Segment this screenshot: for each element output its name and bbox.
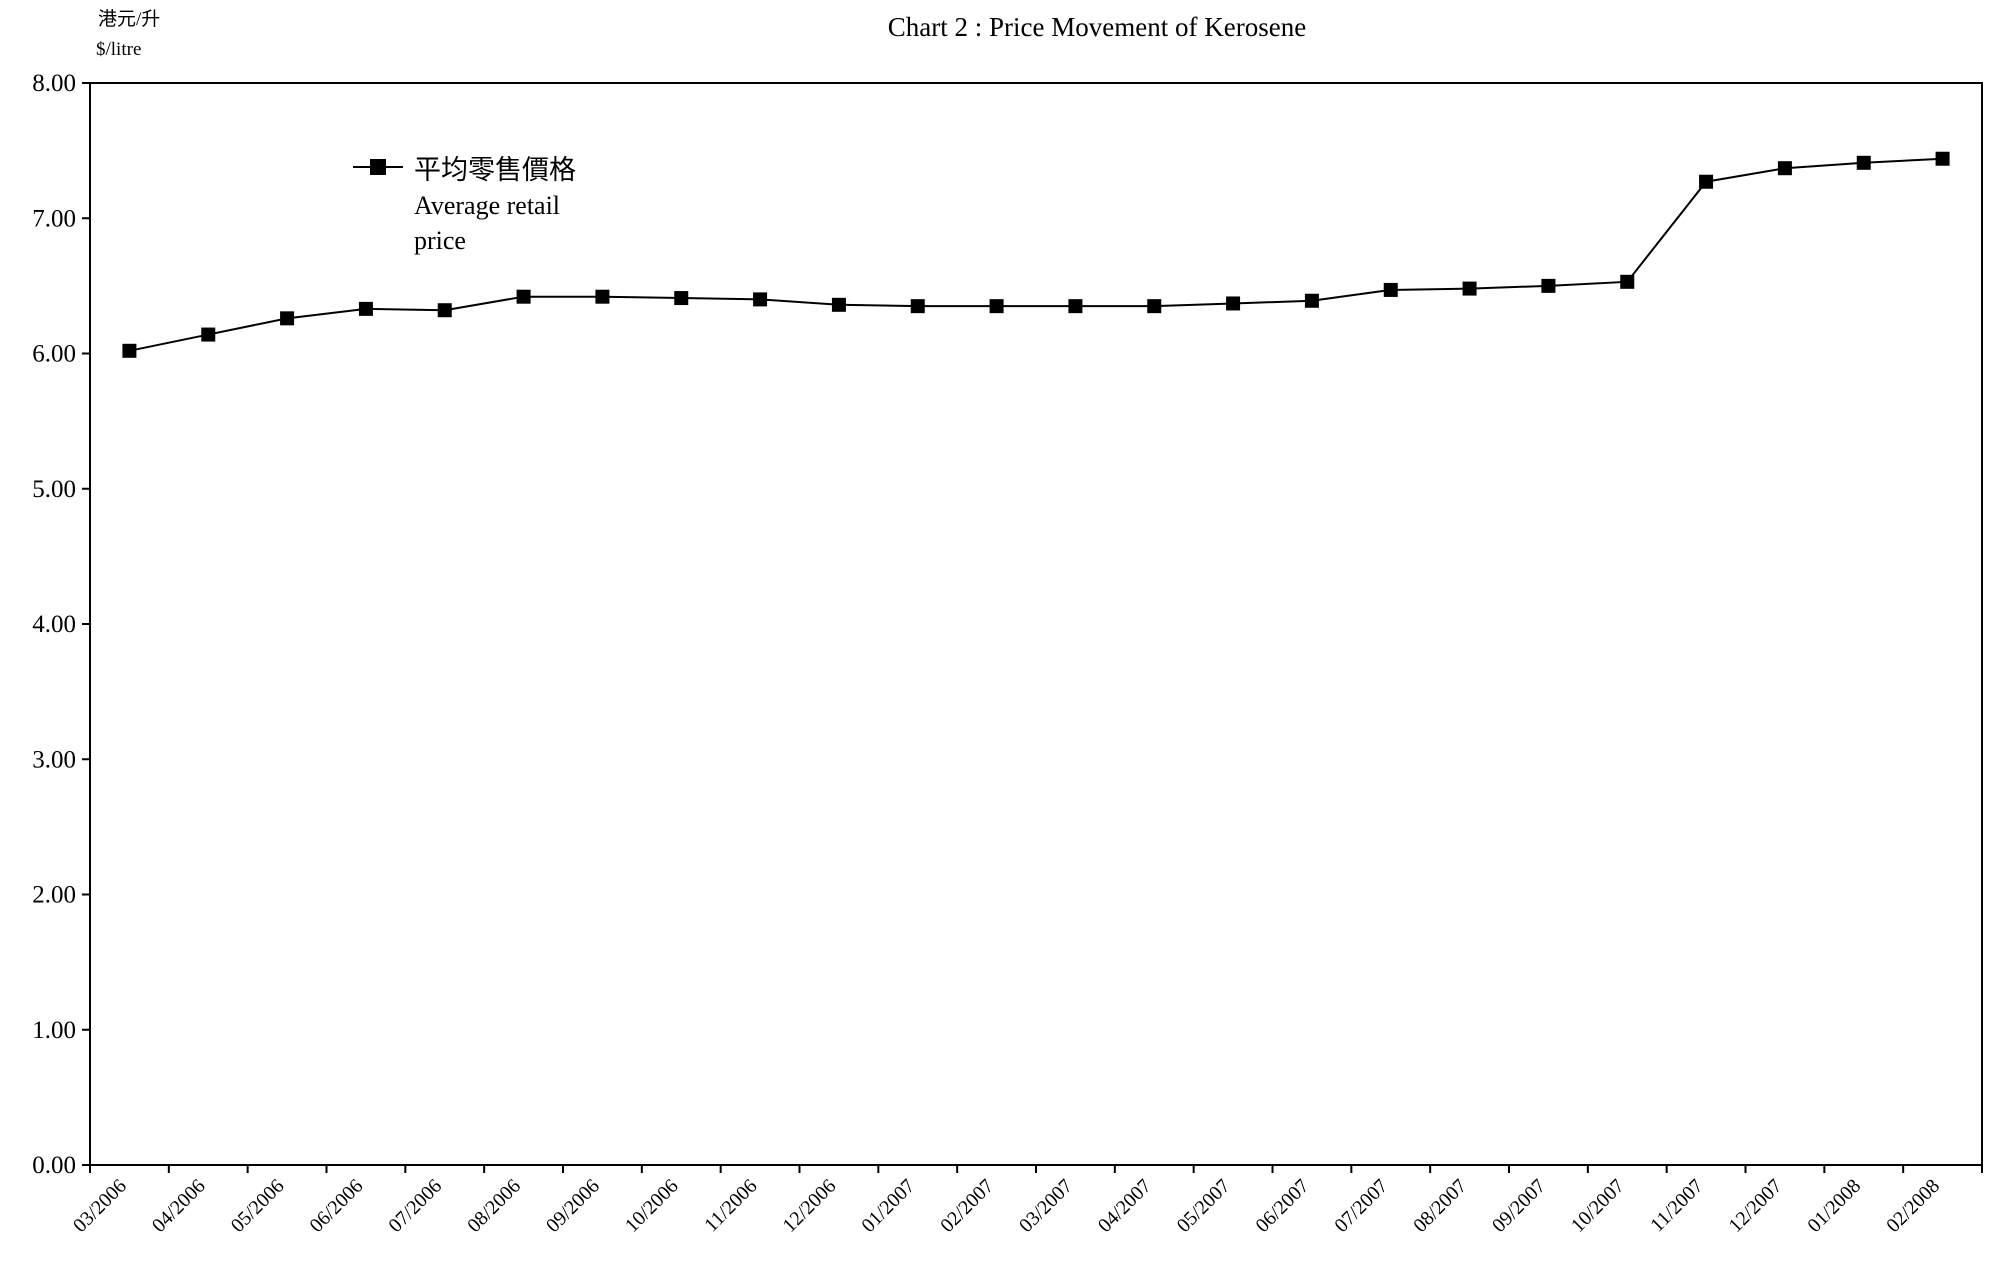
data-point — [122, 343, 137, 358]
x-tick-label: 05/2006 — [227, 1175, 289, 1237]
data-point — [1304, 293, 1319, 308]
legend: 平均零售價格 Average retail price — [353, 155, 576, 255]
x-axis: 03/2006 04/2006 05/2006 06/2006 07/2006 08/20… — [69, 1165, 1983, 1237]
y-axis: 0.00 1.00 2.00 3.00 4.00 5.00 6.00 7.00 8.00 — [32, 70, 90, 1179]
data-point — [989, 299, 1004, 314]
x-tick-label: 11/2006 — [700, 1175, 761, 1236]
y-tick-label: 5.00 — [32, 476, 76, 503]
x-tick-label: 06/2006 — [306, 1175, 368, 1237]
data-point — [280, 311, 295, 326]
x-tick-label: 02/2007 — [936, 1175, 998, 1237]
y-tick-label: 0.00 — [32, 1152, 76, 1179]
x-tick-label: 10/2006 — [621, 1175, 683, 1237]
data-point — [437, 303, 452, 318]
data-point — [1935, 151, 1950, 166]
x-tick-label: 10/2007 — [1567, 1175, 1629, 1237]
x-tick-label: 07/2007 — [1330, 1175, 1392, 1237]
x-tick-label: 11/2007 — [1646, 1175, 1707, 1236]
series-line — [129, 157, 1943, 352]
x-tick-label: 02/2008 — [1882, 1175, 1944, 1237]
x-tick-label: 12/2007 — [1725, 1175, 1787, 1237]
x-tick-label: 05/2007 — [1173, 1175, 1235, 1237]
data-point — [595, 289, 610, 304]
data-point — [1856, 155, 1871, 170]
data-point — [1462, 281, 1477, 296]
data-point — [910, 299, 925, 314]
y-tick-label: 2.00 — [32, 882, 76, 909]
legend-label-en-line1: Average retail — [414, 191, 560, 220]
x-tick-label: 12/2006 — [779, 1175, 841, 1237]
data-point — [1620, 274, 1635, 289]
y-tick-label: 4.00 — [32, 611, 76, 638]
data-point — [674, 291, 689, 306]
y-tick-label: 7.00 — [32, 205, 76, 232]
x-tick-label: 07/2006 — [384, 1175, 446, 1237]
data-point — [358, 301, 373, 316]
y-tick-label: 1.00 — [32, 1017, 76, 1044]
x-tick-label: 01/2008 — [1803, 1175, 1865, 1237]
x-tick-label: 03/2006 — [69, 1175, 131, 1237]
x-tick-label: 08/2006 — [463, 1175, 525, 1237]
x-tick-label: 03/2007 — [1015, 1175, 1077, 1237]
y-tick-label: 3.00 — [32, 746, 76, 773]
x-tick-label: 08/2007 — [1409, 1175, 1471, 1237]
data-point — [1226, 296, 1241, 311]
chart-title: Chart 2 : Price Movement of Kerosene — [888, 12, 1306, 42]
data-point — [1699, 174, 1714, 189]
unit-label-en: $/litre — [96, 39, 141, 60]
x-tick-label: 01/2007 — [857, 1175, 919, 1237]
x-tick-label: 06/2007 — [1252, 1175, 1314, 1237]
unit-label-zh: 港元/升 — [98, 8, 160, 30]
x-tick-label: 09/2007 — [1488, 1175, 1550, 1237]
x-tick-label: 09/2006 — [542, 1175, 604, 1237]
data-point — [1777, 161, 1792, 176]
x-tick-label: 04/2006 — [148, 1175, 210, 1237]
y-tick-label: 8.00 — [32, 70, 76, 97]
plot-area-frame — [89, 82, 1983, 1166]
legend-marker-symbol — [370, 159, 386, 175]
y-tick-label: 6.00 — [32, 341, 76, 368]
series-layer — [122, 151, 1950, 358]
data-point — [1383, 282, 1398, 297]
legend-label-en-line2: price — [414, 226, 466, 255]
data-point — [831, 297, 846, 312]
data-point — [753, 292, 768, 307]
legend-label-zh: 平均零售價格 — [414, 155, 576, 186]
data-point — [201, 327, 216, 342]
data-point — [1147, 299, 1162, 314]
data-point — [1541, 278, 1556, 293]
data-point — [516, 289, 531, 304]
x-tick-label: 04/2007 — [1094, 1175, 1156, 1237]
data-point — [1068, 299, 1083, 314]
